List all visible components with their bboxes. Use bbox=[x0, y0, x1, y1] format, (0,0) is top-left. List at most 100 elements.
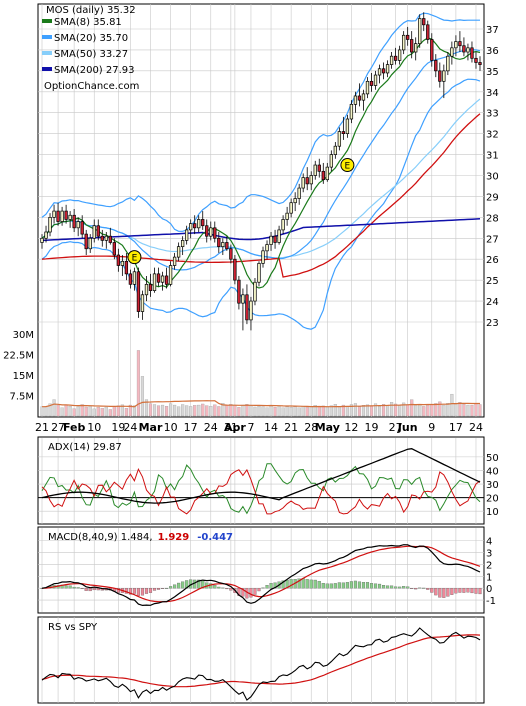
candlestick bbox=[92, 219, 96, 243]
candle-body bbox=[257, 263, 261, 283]
candlestick bbox=[48, 213, 52, 237]
macd-histogram-bar bbox=[317, 581, 321, 589]
macd-value-2: -0.447 bbox=[197, 532, 233, 543]
candle-body bbox=[277, 229, 281, 243]
candle-body bbox=[349, 103, 354, 120]
candle-body bbox=[321, 170, 325, 181]
date-tick-label: 28 bbox=[304, 421, 318, 434]
candle-body bbox=[180, 240, 185, 248]
macd-line bbox=[41, 544, 481, 607]
watermark: OptionChance.com bbox=[44, 81, 139, 92]
volume-bar bbox=[40, 406, 44, 417]
adx-tick-label: 20 bbox=[486, 494, 499, 505]
volume-bar bbox=[136, 350, 140, 417]
macd-histogram-bar bbox=[402, 586, 406, 589]
volume-bar bbox=[442, 404, 446, 417]
macd-histogram-bar bbox=[281, 580, 285, 589]
candlestick bbox=[249, 296, 253, 331]
price-panel-frame bbox=[37, 3, 485, 418]
macd-histogram-bar bbox=[80, 588, 84, 589]
volume-bar bbox=[450, 393, 454, 417]
volume-bar bbox=[197, 404, 201, 417]
candlestick bbox=[345, 114, 350, 138]
candlestick bbox=[454, 35, 458, 57]
candle-body bbox=[361, 93, 366, 101]
adx-tick-label: 10 bbox=[486, 507, 499, 518]
adx-lines bbox=[41, 448, 481, 515]
candlestick bbox=[197, 215, 201, 233]
candlestick bbox=[221, 238, 225, 256]
candlestick bbox=[277, 225, 281, 245]
candle-body bbox=[369, 80, 374, 86]
candle-body bbox=[281, 219, 285, 231]
volume-bar bbox=[369, 405, 374, 417]
candle-body bbox=[337, 131, 342, 147]
volume-bar bbox=[458, 402, 462, 417]
candle-body bbox=[305, 177, 309, 185]
candle-body bbox=[193, 223, 197, 229]
volume-bar bbox=[177, 406, 181, 417]
volume-bar bbox=[233, 405, 237, 417]
macd-histogram-bar bbox=[325, 583, 329, 589]
candle-body bbox=[225, 242, 229, 250]
candle-body bbox=[44, 231, 48, 239]
macd-histogram-bar bbox=[128, 588, 132, 595]
macd-histogram-bar bbox=[349, 581, 353, 589]
candle-body bbox=[410, 39, 414, 53]
volume-bar bbox=[217, 406, 221, 417]
volume-bar bbox=[144, 399, 149, 417]
candle-body bbox=[217, 237, 221, 248]
candlestick bbox=[189, 219, 193, 239]
price-tick-label: 35 bbox=[486, 67, 499, 78]
macd-histogram-bar bbox=[442, 588, 446, 598]
macd-histogram-bar bbox=[132, 588, 136, 594]
candlestick bbox=[209, 221, 213, 241]
candle-body bbox=[56, 210, 60, 222]
macd-histogram-bar bbox=[478, 588, 482, 595]
macd-histogram-bar bbox=[181, 581, 185, 589]
candle-body bbox=[60, 210, 64, 222]
candle-body bbox=[450, 47, 454, 57]
candle-body bbox=[221, 242, 225, 248]
date-tick-label: 10 bbox=[87, 421, 101, 434]
macd-histogram-bar bbox=[197, 579, 201, 589]
candlestick bbox=[301, 173, 305, 193]
volume-bar bbox=[438, 401, 442, 417]
macd-histogram-bar bbox=[301, 578, 305, 589]
legend-swatch-sma200 bbox=[42, 67, 52, 71]
candle-body bbox=[116, 254, 121, 266]
upper-band-line bbox=[41, 12, 480, 232]
candlestick bbox=[180, 236, 185, 256]
candlestick bbox=[245, 284, 249, 325]
date-tick-label: 21 bbox=[284, 421, 298, 434]
macd-histogram-bar bbox=[68, 585, 72, 589]
candle-body bbox=[108, 235, 112, 243]
candle-body bbox=[100, 235, 104, 241]
candlestick bbox=[112, 238, 116, 260]
candle-body bbox=[317, 164, 321, 172]
candle-body bbox=[72, 214, 76, 229]
candlestick bbox=[289, 198, 293, 218]
candle-body bbox=[462, 45, 466, 53]
candle-body bbox=[152, 273, 157, 291]
date-tick-label: 9 bbox=[428, 421, 435, 434]
macd-histogram-bar bbox=[373, 583, 378, 589]
volume-bar bbox=[225, 404, 229, 417]
volume-bar bbox=[414, 405, 418, 417]
price-panel: 37 36 35 34 33 32 31 30 29 28 27 26 25 24 23 30M 22.5M 1… bbox=[3, 3, 499, 418]
macd-histogram-bar bbox=[241, 588, 245, 597]
macd-value-1: 1.929 bbox=[158, 532, 190, 543]
macd-histogram-bar bbox=[386, 585, 390, 589]
macd-histogram-bar bbox=[394, 586, 398, 589]
date-tick-label: 10 bbox=[164, 421, 178, 434]
volume-bar bbox=[156, 405, 161, 417]
volume-bar bbox=[426, 405, 430, 417]
price-tick-label: 24 bbox=[486, 297, 499, 308]
macd-histogram-bar bbox=[446, 588, 450, 597]
volume-bar bbox=[48, 403, 52, 417]
macd-label-prefix: MACD(8,40,9) 1.484, bbox=[48, 532, 153, 543]
macd-histogram-bar bbox=[438, 588, 442, 598]
date-tick-label: 24 bbox=[123, 421, 137, 434]
volume-bar bbox=[474, 403, 478, 417]
